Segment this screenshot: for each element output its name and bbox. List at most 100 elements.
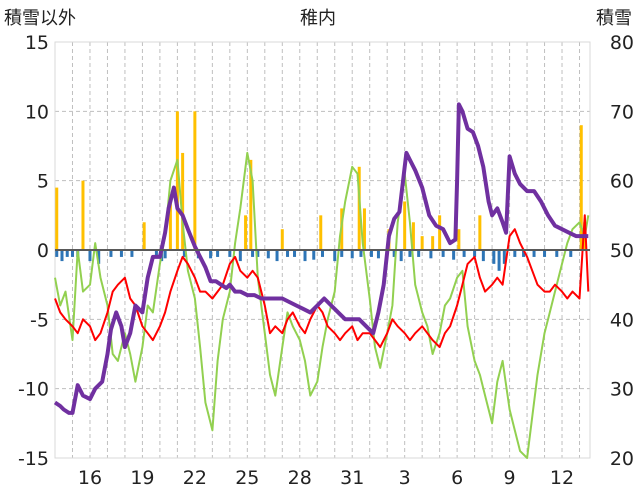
bar-mark — [293, 250, 297, 257]
bar-mark — [181, 152, 185, 250]
bar-mark — [429, 250, 433, 259]
x-tick-label: 19 — [130, 467, 154, 489]
bar-mark — [403, 201, 407, 250]
bar-mark — [175, 111, 179, 250]
bar-mark — [408, 250, 412, 257]
bar-mark — [312, 250, 316, 260]
right-tick-label: 60 — [610, 171, 634, 193]
bar-mark — [462, 250, 466, 257]
bar-mark — [399, 250, 403, 262]
bar-mark — [70, 250, 74, 257]
left-tick-label: -15 — [18, 448, 49, 470]
bar-mark — [513, 250, 517, 257]
bar-mark — [228, 250, 232, 257]
bar-mark — [216, 250, 220, 257]
bar-mark — [109, 250, 113, 257]
bar-mark — [321, 250, 324, 257]
right-tick-label: 70 — [610, 101, 634, 123]
green-series-line — [54, 151, 590, 459]
bar-mark — [522, 250, 526, 257]
bar-mark — [392, 250, 396, 257]
x-tick-label: 22 — [183, 467, 207, 489]
bar-mark — [244, 215, 248, 250]
x-tick-label: 28 — [288, 467, 312, 489]
bar-mark — [209, 250, 213, 259]
x-tick-label: 12 — [550, 467, 574, 489]
bar-mark — [266, 250, 270, 259]
bar-mark — [481, 250, 485, 262]
red-series-line — [54, 214, 590, 349]
left-tick-label: -10 — [18, 379, 49, 401]
bar-mark — [555, 250, 559, 257]
bar-mark — [319, 215, 323, 250]
bar-mark — [251, 250, 255, 257]
bar-mark — [81, 180, 85, 250]
bar-mark — [193, 111, 197, 250]
x-tick-label: 16 — [78, 467, 102, 489]
left-tick-label: 10 — [25, 101, 49, 123]
left-axis-title: 積雪以外 — [4, 8, 76, 29]
bar-mark — [275, 250, 279, 262]
right-tick-label: 80 — [610, 32, 634, 54]
bar-mark — [411, 222, 415, 250]
left-tick-label: -5 — [30, 309, 49, 331]
bar-mark — [154, 250, 158, 257]
bar-mark — [238, 250, 242, 262]
bar-mark — [579, 125, 583, 250]
bar-mark — [369, 250, 373, 257]
right-tick-label: 20 — [610, 448, 634, 470]
bar-mark — [543, 250, 547, 257]
bar-mark — [569, 250, 573, 257]
bar-mark — [256, 250, 260, 257]
bar-mark — [55, 187, 59, 250]
right-tick-label: 40 — [610, 309, 634, 331]
chart-title: 稚内 — [300, 8, 336, 29]
bar-mark — [362, 208, 366, 250]
left-tick-label: 5 — [37, 171, 49, 193]
bar-mark — [163, 250, 167, 259]
bar-mark — [168, 194, 172, 250]
x-tick-label: 31 — [340, 467, 364, 489]
bar-mark — [130, 250, 134, 257]
bar-mark — [473, 250, 477, 257]
x-tick-label: 6 — [451, 467, 463, 489]
bar-mark — [60, 250, 64, 262]
bar-mark — [340, 250, 344, 257]
left-tick-label: 0 — [37, 240, 49, 262]
bar-mark — [280, 229, 284, 250]
x-tick-label: 9 — [504, 467, 516, 489]
right-tick-label: 30 — [610, 379, 634, 401]
bar-mark — [452, 250, 456, 260]
left-tick-label: 15 — [25, 32, 49, 54]
bar-mark — [55, 250, 59, 257]
bar-mark — [88, 250, 92, 262]
bar-mark — [497, 250, 501, 271]
bar-mark — [457, 229, 461, 250]
bar-mark — [182, 250, 186, 257]
bar-mark — [441, 250, 445, 257]
bar-mark — [97, 250, 101, 264]
bar-mark — [532, 250, 536, 257]
bar-mark — [119, 250, 123, 257]
bar-mark — [502, 250, 506, 264]
bar-mark — [350, 250, 354, 259]
bar-mark — [492, 250, 496, 264]
bar-mark — [65, 250, 69, 257]
x-tick-label: 3 — [399, 467, 411, 489]
bar-mark — [303, 250, 307, 262]
bar-mark — [438, 215, 442, 250]
bar-mark — [417, 250, 421, 257]
bar-mark — [286, 250, 290, 257]
right-axis-title: 積雪 — [596, 8, 632, 29]
bar-mark — [359, 250, 363, 257]
bar-mark — [249, 159, 253, 250]
x-tick-label: 25 — [235, 467, 259, 489]
bar-mark — [420, 236, 424, 250]
bar-mark — [431, 236, 435, 250]
line-layer — [53, 102, 590, 459]
bar-mark — [478, 215, 482, 250]
snow-depth-line — [53, 102, 589, 415]
